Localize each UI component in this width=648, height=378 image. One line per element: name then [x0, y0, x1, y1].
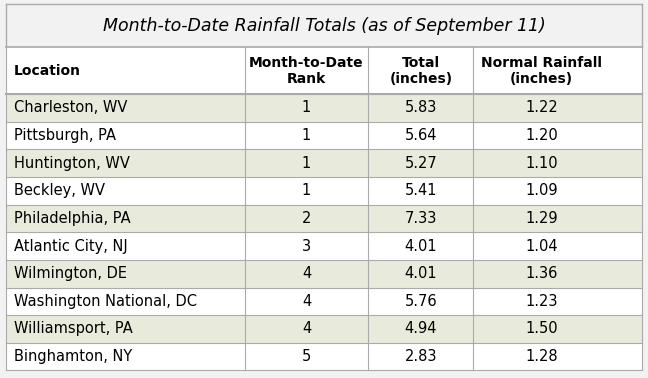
Text: 4.94: 4.94: [404, 322, 437, 336]
Text: Washington National, DC: Washington National, DC: [14, 294, 197, 309]
Text: 1.29: 1.29: [525, 211, 558, 226]
Text: 5.76: 5.76: [404, 294, 437, 309]
Bar: [6, 149, 642, 177]
Text: 2: 2: [302, 211, 311, 226]
Text: 4: 4: [302, 266, 311, 281]
Text: 1.10: 1.10: [525, 156, 558, 171]
Bar: [6, 122, 642, 149]
Bar: [6, 288, 642, 315]
Text: Huntington, WV: Huntington, WV: [14, 156, 130, 171]
Text: 1.23: 1.23: [526, 294, 558, 309]
Text: Normal Rainfall
(inches): Normal Rainfall (inches): [481, 56, 602, 86]
Text: 1.09: 1.09: [525, 183, 558, 198]
Text: 1.50: 1.50: [525, 322, 558, 336]
Text: 5.83: 5.83: [404, 101, 437, 115]
Text: Atlantic City, NJ: Atlantic City, NJ: [14, 239, 128, 254]
Text: Philadelphia, PA: Philadelphia, PA: [14, 211, 131, 226]
Bar: [6, 315, 642, 343]
Text: Beckley, WV: Beckley, WV: [14, 183, 105, 198]
Bar: [6, 177, 642, 204]
Bar: [6, 94, 642, 122]
Text: Month-to-Date Rainfall Totals (as of September 11): Month-to-Date Rainfall Totals (as of Sep…: [102, 17, 546, 34]
Text: 5.41: 5.41: [404, 183, 437, 198]
Text: Charleston, WV: Charleston, WV: [14, 101, 128, 115]
Bar: [6, 47, 642, 94]
Bar: [6, 343, 642, 370]
Text: Pittsburgh, PA: Pittsburgh, PA: [14, 128, 116, 143]
Text: 1: 1: [302, 101, 311, 115]
Text: 1: 1: [302, 128, 311, 143]
Text: Total
(inches): Total (inches): [389, 56, 452, 86]
Text: 4: 4: [302, 294, 311, 309]
Text: 5: 5: [302, 349, 311, 364]
Text: 3: 3: [302, 239, 311, 254]
Bar: [6, 204, 642, 232]
Text: 1.04: 1.04: [525, 239, 558, 254]
Text: 1: 1: [302, 183, 311, 198]
Text: 1.28: 1.28: [525, 349, 558, 364]
Text: 5.64: 5.64: [404, 128, 437, 143]
Text: 1: 1: [302, 156, 311, 171]
Text: Wilmington, DE: Wilmington, DE: [14, 266, 127, 281]
Text: Williamsport, PA: Williamsport, PA: [14, 322, 133, 336]
Text: 7.33: 7.33: [404, 211, 437, 226]
Text: 4: 4: [302, 322, 311, 336]
Text: 2.83: 2.83: [404, 349, 437, 364]
Text: 1.20: 1.20: [525, 128, 558, 143]
Text: Binghamton, NY: Binghamton, NY: [14, 349, 132, 364]
Bar: [6, 232, 642, 260]
Text: 5.27: 5.27: [404, 156, 437, 171]
Text: Month-to-Date
Rank: Month-to-Date Rank: [249, 56, 364, 86]
Bar: [6, 260, 642, 288]
Text: 4.01: 4.01: [404, 239, 437, 254]
Text: 1.22: 1.22: [525, 101, 558, 115]
Text: Location: Location: [14, 64, 81, 78]
Text: 4.01: 4.01: [404, 266, 437, 281]
Text: 1.36: 1.36: [526, 266, 558, 281]
